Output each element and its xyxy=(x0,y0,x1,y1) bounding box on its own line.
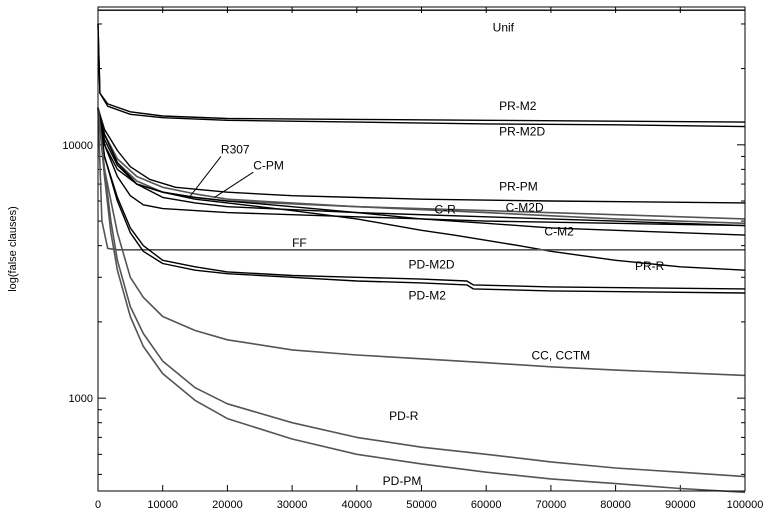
label-leader-line xyxy=(188,156,222,199)
series-line-pd-m2 xyxy=(97,107,746,294)
series-line-pr-m2 xyxy=(97,23,746,123)
series-label-pd-m2d: PD-M2D xyxy=(409,257,455,271)
series-line-pd-r xyxy=(97,107,746,478)
series-label-pd-m2: PD-M2 xyxy=(409,289,447,303)
label-leader-line xyxy=(214,171,254,198)
series-line-pr-m2d xyxy=(97,23,746,128)
x-tick-label-40000: 40000 xyxy=(342,499,373,511)
series-line-pd-m2d xyxy=(97,107,746,290)
tick-labels: 0 10000 20000 30000 40000 50000 60000 70000 8000… xyxy=(62,140,763,511)
series-label-r307: R307 xyxy=(221,142,250,156)
y-tick-label-1000: 1000 xyxy=(69,393,93,405)
x-tick-label-100000: 100000 xyxy=(727,499,764,511)
series-line-c-m2d xyxy=(97,107,746,227)
series-line-c-r xyxy=(97,107,746,227)
y-axis-title: log(false clauses) xyxy=(7,206,19,292)
series-label-pr-pm: PR-PM xyxy=(499,180,538,194)
x-tick-label-80000: 80000 xyxy=(600,499,631,511)
series-line-c-pm xyxy=(97,107,746,225)
plot-frame xyxy=(97,6,746,492)
series-line-pr-pm xyxy=(97,107,746,204)
series-line-pd-pm xyxy=(97,107,746,494)
series-label-c-pm: C-PM xyxy=(253,158,284,172)
y-tick-label-10000: 10000 xyxy=(62,140,93,152)
series-label-pr-m2d: PR-M2D xyxy=(499,124,545,138)
x-tick-label-70000: 70000 xyxy=(536,499,567,511)
series-label-c-m2: C-M2 xyxy=(544,225,574,239)
series-label-pd-r: PD-R xyxy=(389,409,419,423)
series-lines xyxy=(97,9,746,494)
series-label-c-m2d: C-M2D xyxy=(506,201,544,215)
x-tick-label-10000: 10000 xyxy=(147,499,178,511)
x-tick-label-60000: 60000 xyxy=(471,499,502,511)
series-label-unif: Unif xyxy=(493,21,515,35)
series-line-c-m2 xyxy=(97,107,746,236)
series-label-pd-pm: PD-PM xyxy=(383,474,422,488)
series-line-ff xyxy=(97,107,745,251)
series-line-cc-cctm xyxy=(97,107,746,377)
x-tick-label-30000: 30000 xyxy=(277,499,308,511)
x-tick-label-20000: 20000 xyxy=(212,499,243,511)
series-label-ff: FF xyxy=(292,236,307,250)
series-label-pr-r: PR-R xyxy=(635,259,665,273)
series-line-pr-r xyxy=(97,107,746,271)
series-label-pr-m2: PR-M2 xyxy=(499,99,537,113)
series-label-c-r: C-R xyxy=(434,203,456,217)
x-tick-label-50000: 50000 xyxy=(406,499,437,511)
x-tick-label-0: 0 xyxy=(95,499,101,511)
x-tick-label-90000: 90000 xyxy=(665,499,696,511)
series-label-cc-cctm: CC, CCTM xyxy=(531,349,590,363)
